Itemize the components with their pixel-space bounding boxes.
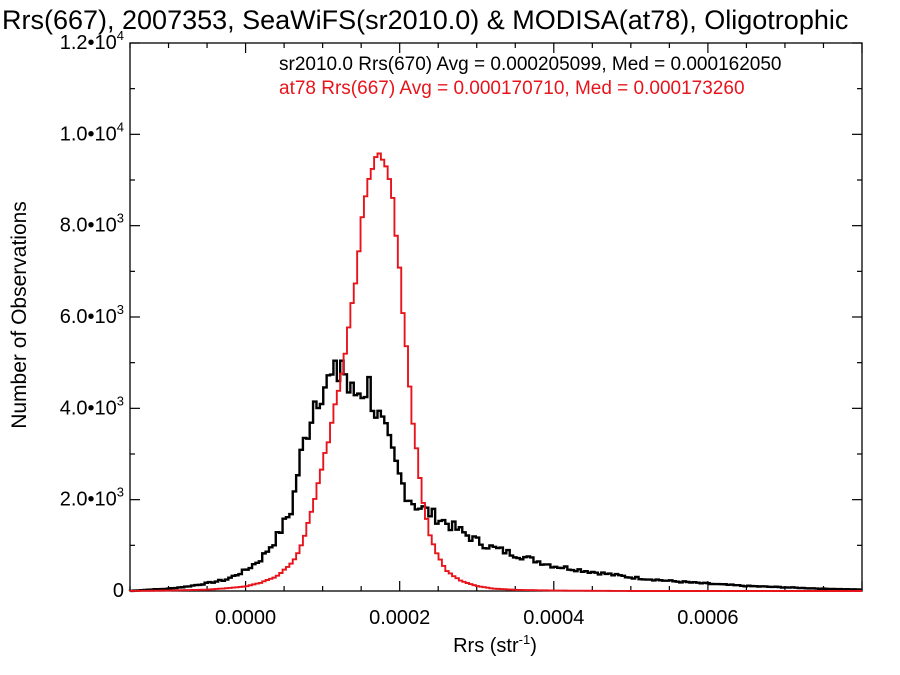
y-tick-label: 4.0•103 [60, 393, 124, 419]
y-tick-label: 1.2•104 [60, 28, 124, 54]
y-tick-mantissa: 1.0•10 [60, 123, 117, 145]
y-tick-exponent: 4 [117, 119, 124, 134]
x-axis-label-exponent: -1 [519, 632, 531, 647]
plot-area-border [129, 42, 863, 592]
x-tick-label: 0.0002 [369, 607, 430, 629]
x-axis: 0.0000 0.0002 0.0004 0.0006 [129, 43, 863, 629]
x-axis-label: Rrs (str-1) [453, 632, 537, 657]
y-tick-exponent: 3 [117, 211, 124, 226]
y-tick-exponent: 3 [117, 393, 124, 408]
y-tick-exponent: 3 [117, 302, 124, 317]
x-axis-label-close: ) [530, 635, 537, 657]
y-tick-label: 8.0•103 [60, 211, 124, 237]
legend-entry-at78: at78 Rrs(667) Avg = 0.000170710, Med = 0… [279, 78, 745, 99]
x-tick-label: 0.0004 [523, 607, 584, 629]
x-axis-label-base: Rrs (str [453, 635, 519, 657]
y-axis: 02.0•1034.0•1036.0•1038.0•1031.0•1041.2•… [60, 28, 862, 602]
y-tick-mantissa: 6.0•10 [60, 306, 117, 328]
y-tick-mantissa: 8.0•10 [60, 215, 117, 237]
plot-frame [129, 42, 863, 592]
y-tick-mantissa: 1.2•10 [60, 32, 117, 54]
y-tick-label: 2.0•103 [60, 485, 124, 511]
series-at78-histogram [129, 152, 862, 592]
y-axis-label: Number of Observations [8, 201, 31, 429]
y-tick-label: 6.0•103 [60, 302, 124, 328]
y-tick-mantissa: 0 [113, 580, 124, 602]
series-layer [128, 152, 862, 593]
y-tick-mantissa: 2.0•10 [60, 489, 117, 511]
legend-entry-sr2010: sr2010.0 Rrs(670) Avg = 0.000205099, Med… [279, 54, 781, 75]
y-tick-label: 1.0•104 [60, 119, 124, 145]
series-sr2010-histogram [128, 359, 862, 593]
legend: sr2010.0 Rrs(670) Avg = 0.000205099, Med… [279, 54, 781, 99]
y-tick-label: 0 [113, 580, 124, 602]
x-tick-label: 0.0000 [215, 607, 276, 629]
x-tick-label: 0.0006 [677, 607, 738, 629]
y-tick-exponent: 3 [117, 485, 124, 500]
y-tick-exponent: 4 [117, 28, 124, 43]
chart-title: Rrs(667), 2007353, SeaWiFS(sr2010.0) & M… [2, 5, 848, 35]
y-tick-mantissa: 4.0•10 [60, 397, 117, 419]
